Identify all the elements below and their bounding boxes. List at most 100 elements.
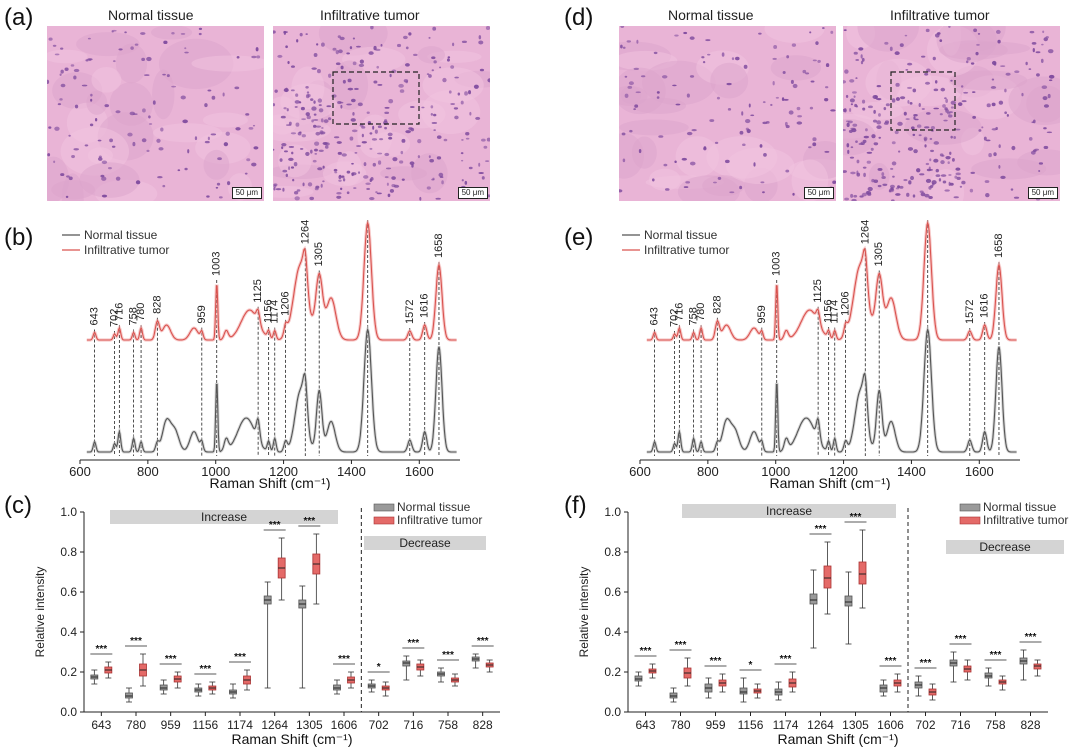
nucleus — [372, 125, 375, 130]
nucleus — [1014, 70, 1020, 74]
nucleus — [748, 103, 751, 108]
nucleus — [672, 84, 677, 87]
nucleus — [683, 186, 689, 189]
nucleus — [638, 148, 642, 154]
nucleus — [808, 146, 812, 149]
peak-label: 1156 — [823, 299, 835, 323]
nucleus — [1013, 196, 1020, 199]
nucleus — [130, 46, 134, 50]
nucleus — [273, 184, 277, 188]
nucleus — [306, 115, 311, 120]
nucleus — [850, 171, 856, 175]
nucleus — [405, 130, 411, 134]
nucleus — [991, 60, 997, 65]
peak-label: 1156 — [263, 299, 275, 323]
nucleus — [832, 180, 836, 184]
nucleus — [339, 36, 345, 41]
nucleus — [90, 98, 93, 102]
x-tick-label: 959 — [705, 718, 725, 732]
x-tick-label: 1400 — [897, 464, 926, 479]
nucleus — [282, 187, 285, 192]
nucleus — [112, 60, 116, 63]
nucleus — [204, 140, 210, 144]
nucleus — [822, 27, 825, 30]
nucleus — [743, 64, 748, 69]
nucleus — [288, 157, 294, 162]
nucleus — [955, 128, 961, 131]
nucleus — [830, 30, 834, 34]
nucleus — [850, 146, 854, 149]
nucleus — [851, 198, 857, 201]
tissue-texture — [278, 144, 312, 178]
nucleus — [315, 131, 321, 136]
panel-label-d: (d) — [564, 4, 594, 31]
nucleus — [850, 127, 856, 130]
nucleus — [792, 192, 795, 196]
nucleus — [966, 56, 971, 61]
nucleus — [944, 189, 950, 192]
nucleus — [995, 29, 1001, 34]
nucleus — [762, 101, 766, 104]
nucleus — [369, 147, 373, 150]
tissue-texture — [322, 161, 367, 187]
nucleus — [877, 184, 882, 188]
x-axis-label: Raman Shift (cm⁻¹) — [778, 731, 899, 747]
nucleus — [354, 87, 359, 90]
nucleus — [234, 86, 240, 90]
nucleus — [884, 41, 889, 45]
nucleus — [141, 138, 147, 143]
nucleus — [815, 41, 819, 45]
nucleus — [854, 103, 858, 108]
nucleus — [773, 45, 778, 49]
tissue-texture — [411, 153, 448, 194]
nucleus — [1000, 65, 1006, 67]
nucleus — [322, 165, 325, 169]
nucleus — [461, 138, 464, 141]
nucleus — [965, 60, 969, 64]
nucleus — [939, 39, 943, 43]
significance-label: *** — [675, 640, 687, 651]
nucleus — [90, 93, 93, 97]
x-tick-label: 716 — [403, 718, 423, 732]
nucleus — [129, 111, 136, 116]
nucleus — [847, 149, 850, 154]
nucleus — [162, 73, 166, 76]
nucleus — [812, 142, 817, 147]
nucleus — [881, 172, 885, 177]
nucleus — [273, 148, 275, 151]
tissue-texture — [370, 131, 411, 157]
nucleus — [867, 186, 873, 192]
peak-label: 1206 — [280, 291, 292, 315]
nucleus — [384, 176, 389, 179]
nucleus — [726, 82, 732, 86]
tissue-texture — [710, 62, 749, 99]
nucleus — [311, 106, 317, 111]
nucleus — [322, 180, 325, 183]
significance-label: *** — [338, 654, 350, 665]
nucleus — [316, 43, 319, 46]
nucleus — [483, 145, 488, 149]
nucleus — [866, 160, 872, 164]
nucleus — [753, 162, 756, 167]
nucleus — [932, 56, 936, 61]
nucleus — [59, 73, 62, 76]
nucleus — [1036, 73, 1040, 77]
nucleus — [286, 108, 289, 112]
increase-label: Increase — [766, 504, 812, 518]
tissue-texture — [86, 90, 108, 115]
nucleus — [373, 45, 377, 51]
nucleus — [651, 178, 655, 182]
x-tick-label: 1156 — [738, 718, 764, 732]
nucleus — [1032, 149, 1037, 153]
normal-box — [844, 595, 853, 607]
nucleus — [985, 139, 991, 142]
peak-label: 828 — [151, 295, 163, 313]
tissue-texture — [331, 60, 369, 110]
nucleus — [148, 123, 153, 125]
nucleus — [109, 138, 113, 143]
nucleus — [318, 108, 324, 113]
nucleus — [633, 67, 639, 71]
nucleus — [1043, 104, 1050, 108]
